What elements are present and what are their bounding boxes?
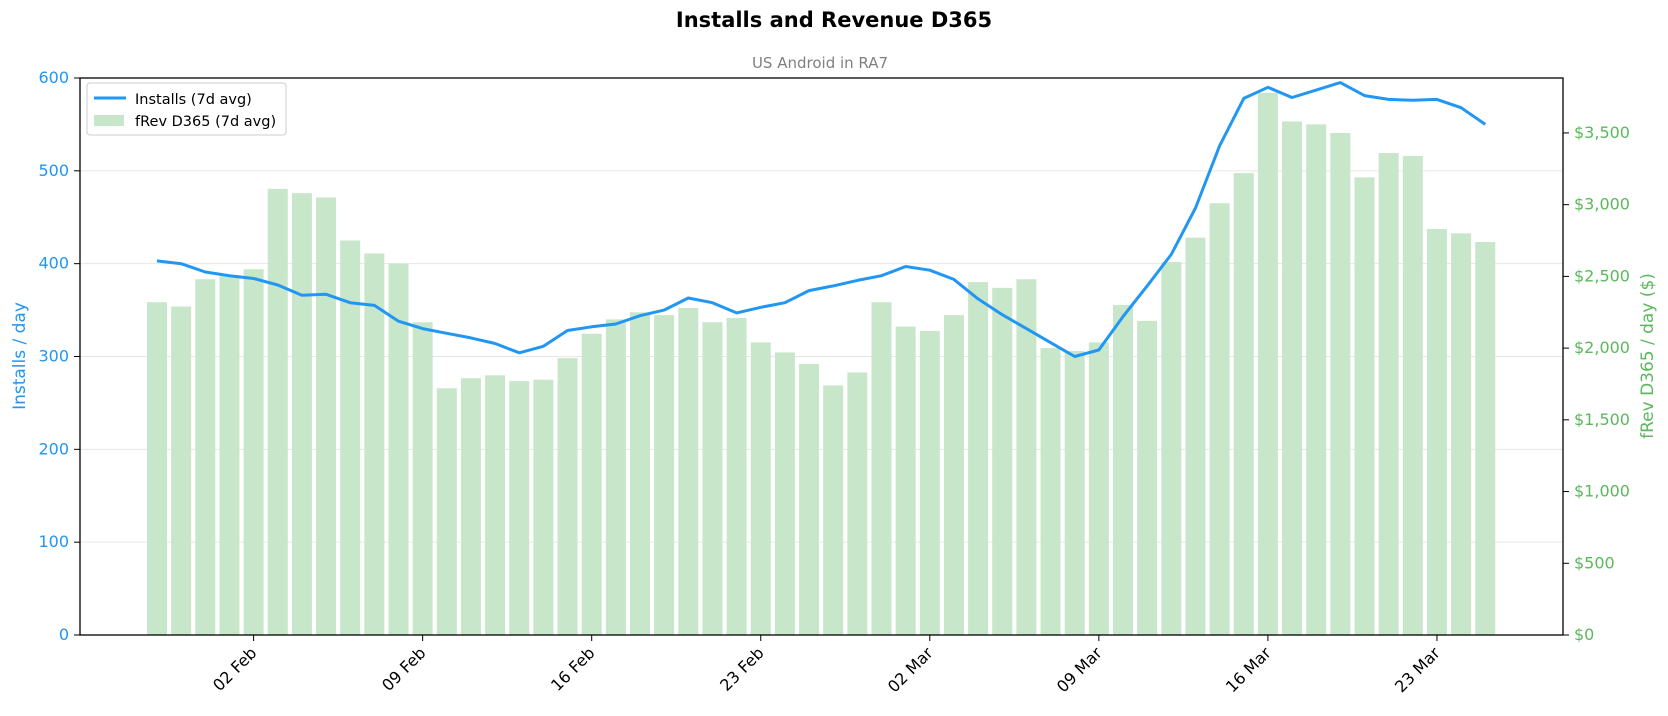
- revenue-bar: [702, 322, 723, 635]
- right-tick-label: $1,000: [1574, 482, 1630, 501]
- revenue-bar: [1257, 92, 1278, 636]
- revenue-bar: [1040, 348, 1061, 635]
- revenue-bar: [147, 302, 167, 635]
- revenue-bar: [823, 385, 844, 635]
- revenue-bar: [943, 315, 964, 635]
- revenue-bar: [243, 269, 264, 635]
- x-tick-label: 09 Mar: [1053, 643, 1106, 696]
- x-tick-label: 16 Feb: [547, 643, 598, 694]
- installs-line: [156, 81, 1487, 358]
- revenue-bars: [147, 92, 1496, 636]
- left-tick-label: 200: [38, 439, 69, 458]
- legend-revenue-label: fRev D365 (7d avg): [135, 114, 276, 130]
- right-axis: $0 $500 $1,000 $1,500 $2,000 $2,500 $3,000 $3,5…: [1563, 123, 1630, 644]
- revenue-bar: [895, 326, 916, 635]
- revenue-bar: [1064, 350, 1085, 635]
- revenue-bar: [1306, 124, 1327, 635]
- right-tick-label: $3,500: [1574, 123, 1630, 142]
- revenue-bar: [968, 282, 989, 635]
- right-tick-label: $2,500: [1574, 266, 1630, 285]
- legend: Installs (7d avg) fRev D365 (7d avg): [86, 82, 287, 136]
- revenue-bar: [388, 263, 409, 635]
- right-tick-label: $2,000: [1574, 338, 1630, 357]
- revenue-bar: [485, 375, 506, 635]
- chart-title: Installs and Revenue D365: [676, 8, 992, 32]
- revenue-bar: [219, 274, 240, 635]
- revenue-bar: [1113, 305, 1133, 635]
- revenue-bar: [533, 379, 554, 635]
- revenue-bar: [316, 197, 337, 635]
- left-tick-label: 0: [59, 625, 69, 644]
- x-tick-label: 16 Mar: [1222, 643, 1275, 696]
- revenue-bar: [1233, 173, 1254, 635]
- left-tick-label: 500: [38, 161, 69, 180]
- x-tick-label: 02 Mar: [884, 643, 937, 696]
- left-tick-label: 300: [38, 347, 69, 366]
- y-axis-label-right: fRev D365 / day ($): [1638, 273, 1658, 439]
- revenue-bar: [750, 342, 771, 635]
- revenue-bar: [195, 279, 216, 635]
- left-tick-label: 100: [38, 532, 69, 551]
- left-tick-label: 400: [38, 254, 69, 273]
- x-tick-label: 23 Mar: [1391, 643, 1444, 696]
- revenue-bar: [1426, 229, 1447, 636]
- revenue-bar: [171, 306, 192, 635]
- x-tick-label: 23 Feb: [716, 643, 767, 694]
- revenue-bar: [581, 333, 602, 635]
- right-tick-label: $500: [1574, 553, 1615, 572]
- legend-installs-label: Installs (7d avg): [135, 92, 252, 108]
- revenue-bar: [992, 287, 1013, 635]
- revenue-bar: [726, 317, 747, 635]
- legend-box: [86, 82, 287, 136]
- x-tick-label: 09 Feb: [378, 643, 429, 694]
- revenue-bar: [774, 352, 795, 635]
- revenue-bar: [340, 240, 361, 635]
- revenue-bar: [1161, 262, 1182, 635]
- revenue-bar: [509, 381, 530, 635]
- revenue-bar: [412, 322, 433, 635]
- revenue-bar: [799, 363, 820, 635]
- revenue-bar: [678, 307, 699, 635]
- revenue-bar: [1282, 121, 1303, 636]
- revenue-bar: [1016, 279, 1037, 635]
- revenue-bar: [605, 319, 626, 635]
- revenue-bar: [1185, 237, 1206, 636]
- revenue-bar: [291, 193, 312, 636]
- y-axis-label-left: Installs / day: [10, 302, 30, 410]
- revenue-bar: [364, 253, 385, 635]
- revenue-bar: [1137, 320, 1158, 635]
- revenue-bar: [1402, 155, 1423, 636]
- revenue-bar: [267, 188, 288, 635]
- revenue-bar: [919, 330, 940, 635]
- revenue-bar: [1330, 132, 1351, 635]
- chart-subtitle: US Android in RA7: [752, 54, 888, 72]
- revenue-bar: [847, 372, 868, 635]
- right-tick-label: $0: [1574, 625, 1594, 644]
- revenue-bar: [557, 358, 578, 635]
- revenue-bar: [1378, 153, 1399, 635]
- right-tick-label: $3,000: [1574, 195, 1630, 214]
- revenue-bar: [630, 312, 650, 635]
- revenue-bar: [460, 378, 481, 635]
- revenue-bar: [1209, 203, 1230, 635]
- x-tick-label: 02 Feb: [209, 643, 260, 694]
- left-axis: 0 100 200 300 400 500 600: [38, 68, 80, 644]
- revenue-bar: [654, 315, 675, 635]
- revenue-bar: [1088, 342, 1109, 635]
- x-axis: 02 Feb 09 Feb 16 Feb 23 Feb 02 Mar 09 Mar 16 M…: [209, 635, 1444, 696]
- right-tick-label: $1,500: [1574, 410, 1630, 429]
- installs-line-layer: [156, 81, 1487, 358]
- revenue-bar: [871, 302, 892, 635]
- legend-revenue-swatch: [94, 115, 124, 126]
- left-tick-label: 600: [38, 68, 69, 87]
- revenue-bar: [436, 388, 457, 635]
- revenue-bar: [1451, 233, 1472, 635]
- revenue-bar: [1475, 241, 1496, 635]
- revenue-bar: [1354, 177, 1375, 635]
